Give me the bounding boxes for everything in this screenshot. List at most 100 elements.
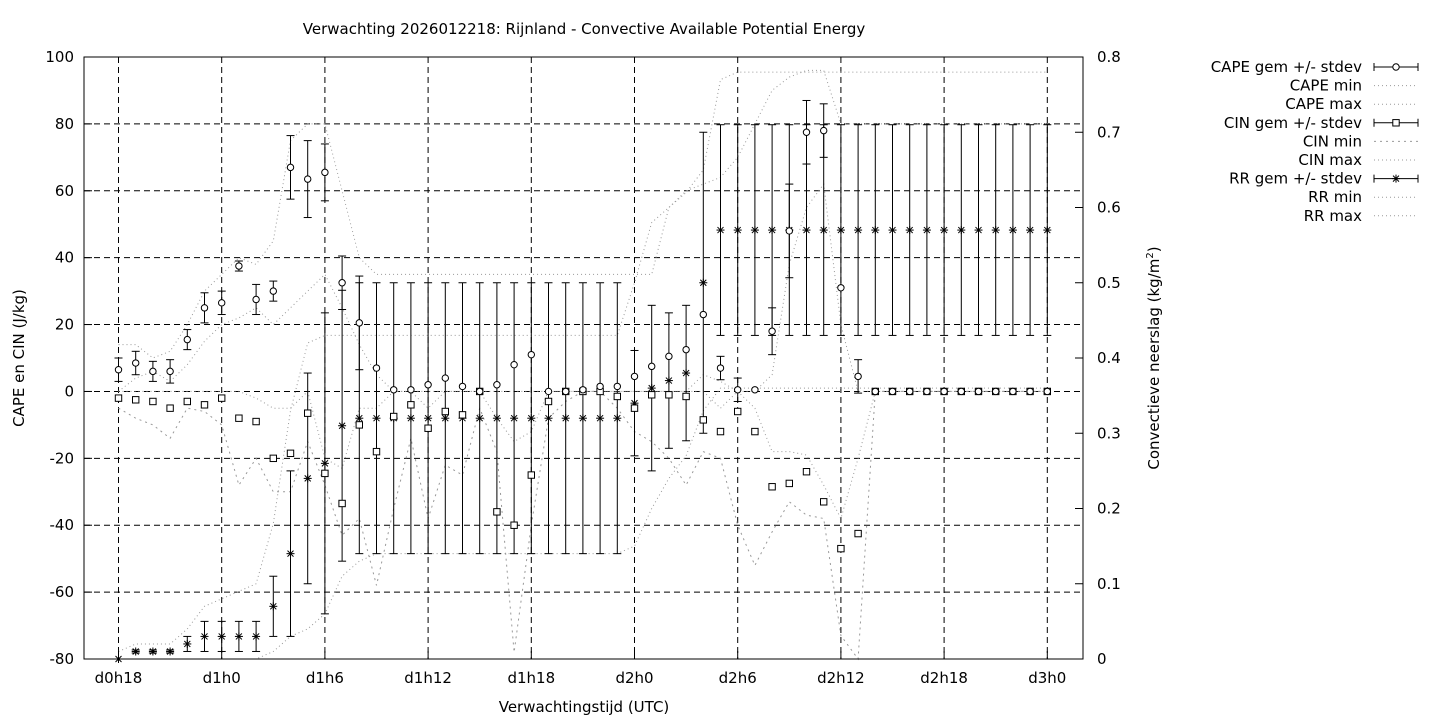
cape-mean-point [630, 372, 639, 381]
y-tick-label-right: 0.3 [1097, 424, 1121, 442]
rr-mean-point [905, 226, 914, 235]
rr-mean-point-arm [940, 226, 948, 234]
rr-mean-point-arm [252, 633, 260, 640]
rr-mean-point [733, 226, 742, 235]
rr-mean-point [750, 226, 759, 235]
legend-marker [1392, 174, 1400, 183]
cape-mean-point [200, 304, 209, 312]
cin-mean-point [304, 409, 312, 417]
cape-mean-point [906, 387, 914, 396]
cin-mean-point [200, 401, 209, 409]
rr-mean-point-arm [355, 414, 363, 422]
cin-mean-point [458, 411, 467, 419]
cin-mean-point [751, 427, 759, 436]
x-tick-label: d2h18 [920, 669, 968, 687]
legend-label: CAPE min [1290, 77, 1362, 95]
cape-mean-point [992, 387, 1000, 396]
rr-mean-point [1026, 226, 1035, 235]
cape-mean-point [252, 295, 260, 304]
cape-mean-point [355, 319, 363, 327]
rr-mean-point [768, 226, 777, 235]
rr-mean-point [510, 414, 519, 423]
rr-mean-point [647, 384, 656, 393]
cape-mean-point [338, 279, 346, 287]
rr-mean-point-arm [510, 414, 518, 422]
cin-mean-point [390, 412, 398, 421]
rr-mean-point [578, 414, 587, 423]
rr-mean-point [355, 414, 364, 423]
y-axis-label-left: CAPE en CIN (J/kg) [10, 289, 28, 427]
y-axis-label-right: Convectieve neerslag (kg/m2) [1145, 246, 1163, 469]
rr-mean-point-arm [837, 226, 845, 234]
cin-mean-point [682, 392, 690, 401]
cape-mean-point [304, 175, 312, 183]
legend-label: CIN gem +/- stdev [1224, 114, 1362, 132]
rr-mean-point [922, 226, 931, 235]
cape-mean-point [923, 387, 931, 396]
rr-mean-point-arm [751, 226, 759, 234]
x-axis-label: Verwachtingstijd (UTC) [499, 698, 670, 716]
cape-mean-point [682, 345, 690, 354]
rr-mean-point [252, 632, 261, 641]
legend-label: CAPE gem +/- stdev [1211, 58, 1362, 76]
grid-layer [84, 57, 1083, 659]
y-tick-label-right: 0.6 [1097, 199, 1121, 217]
cin-mean-point [854, 529, 862, 538]
rr-mean-point-arm [373, 414, 380, 422]
rr-mean-point [819, 226, 828, 235]
rr-mean-point-arm [871, 226, 879, 234]
plot-layer [114, 69, 1052, 663]
legend-marker [1392, 119, 1400, 127]
cape-mean-point [768, 327, 776, 335]
rr-mean-point [716, 226, 725, 235]
cin-mean-point [183, 397, 192, 406]
cape-mean-point [166, 367, 174, 376]
cin-mean-point [802, 468, 811, 476]
rr-mean-point-arm [957, 226, 965, 234]
rr-mean-point-arm [682, 369, 690, 377]
rr-mean-point-arm [338, 422, 346, 430]
rr-mean-point-arm [321, 459, 329, 467]
rr-mean-point-arm [562, 414, 570, 422]
cape-mean-point [974, 387, 983, 396]
rr-mean-point [303, 474, 312, 483]
cape-mean-point [579, 386, 587, 394]
rr-mean-point-arm [975, 226, 982, 234]
rr-mean-point-arm [1043, 226, 1051, 234]
cin-mean-point [768, 483, 776, 491]
rr-mean-point-arm [923, 226, 931, 234]
rr-mean-point-arm [854, 226, 862, 234]
cape-mean-point [957, 387, 965, 396]
cape-mean-point [183, 335, 192, 344]
cape-mean-point [390, 386, 398, 394]
rr-mean-point-arm [992, 226, 1000, 234]
rr-mean-point-arm [768, 226, 776, 234]
y-tick-label-left: 20 [55, 316, 74, 334]
rr-mean-point-arm [734, 226, 742, 234]
rr-mean-point [269, 602, 278, 611]
rr-mean-point-arm [201, 633, 208, 640]
rr-mean-point-arm [269, 602, 277, 610]
rr-mean-point-arm [889, 226, 896, 234]
y-tick-label-left: 0 [64, 382, 74, 400]
cin-mean-point [321, 469, 329, 478]
y-axis-label-right-sup: 2 [1145, 252, 1156, 258]
cape-mean-point [441, 374, 449, 382]
cin-mean-point [338, 499, 346, 508]
y-tick-label-right: 0.8 [1097, 48, 1121, 66]
cin-mean-point [785, 479, 793, 488]
cape-mean-point [699, 310, 707, 319]
rr-mean-point [217, 632, 226, 641]
rr-mean-point [183, 639, 192, 648]
rr-mean-point [974, 226, 983, 235]
cape-mean-point [493, 381, 501, 389]
rr-mean-point [200, 632, 209, 641]
y-tick-label-left: -40 [50, 516, 75, 534]
rr-mean-point [871, 226, 880, 235]
rr-mean-point [957, 226, 966, 235]
rr-mean-point-arm [545, 414, 552, 422]
legend-label: CAPE max [1285, 95, 1362, 113]
cape-mean-point [458, 382, 467, 391]
cape-mean-point [751, 386, 759, 394]
legend-marker [1392, 63, 1400, 71]
